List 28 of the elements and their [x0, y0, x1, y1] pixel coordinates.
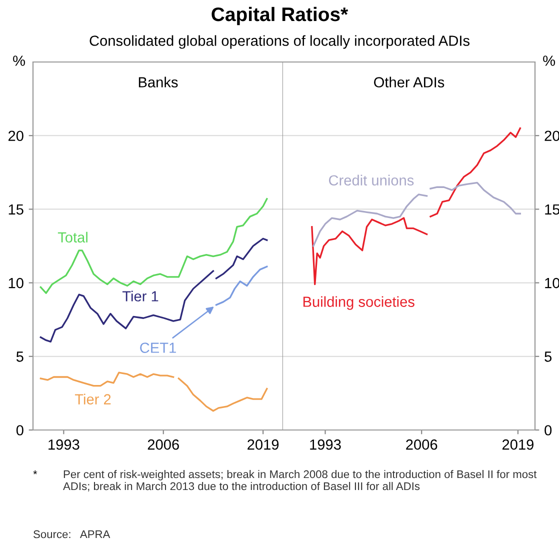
- y-tick-label: 10: [8, 278, 24, 288]
- text: CET1: [140, 342, 176, 353]
- x-tick-label: 2006: [148, 439, 179, 450]
- series-label: Tier 1: [122, 290, 158, 302]
- x-tick-label: 1993: [310, 439, 341, 450]
- y-tick-label: 0: [544, 425, 552, 436]
- y-tick-label: 5: [544, 352, 552, 362]
- y-axis-title: %: [13, 56, 25, 66]
- x-tick-label: 2019: [502, 439, 534, 450]
- chart-title: Capital Ratios*: [212, 6, 348, 26]
- y-tick-label: 15: [8, 204, 24, 215]
- series-label: Tier 2: [74, 394, 111, 404]
- series-label: Credit unions: [328, 174, 414, 186]
- chart-subtitle: Consolidated global operations of locally incorporated ADIs: [90, 35, 470, 49]
- legend-title: Other ADIs: [374, 76, 444, 88]
- x-tick-label: 2006: [406, 439, 438, 450]
- y-tick-label: 0: [16, 425, 24, 436]
- line-series: [215, 266, 268, 306]
- y-axis-title: %: [543, 56, 556, 66]
- x-tick-label: 1993: [48, 439, 80, 450]
- series-label: Building societies: [303, 296, 414, 310]
- y-tick-label: 20: [8, 130, 24, 142]
- x-tick-label: 2019: [248, 439, 279, 450]
- source-note: Source: APRA: [34, 530, 110, 538]
- series-label: Total: [58, 232, 88, 243]
- text: * Per cent of risk-weighted assets; break in March 2008 due to the introduction of Basel II for most ADIs; break in March 2013 due to the introduction of Basel III for all ADIs: [33, 470, 537, 492]
- legend-title: Banks: [138, 76, 178, 88]
- y-tick-label: 5: [16, 352, 24, 362]
